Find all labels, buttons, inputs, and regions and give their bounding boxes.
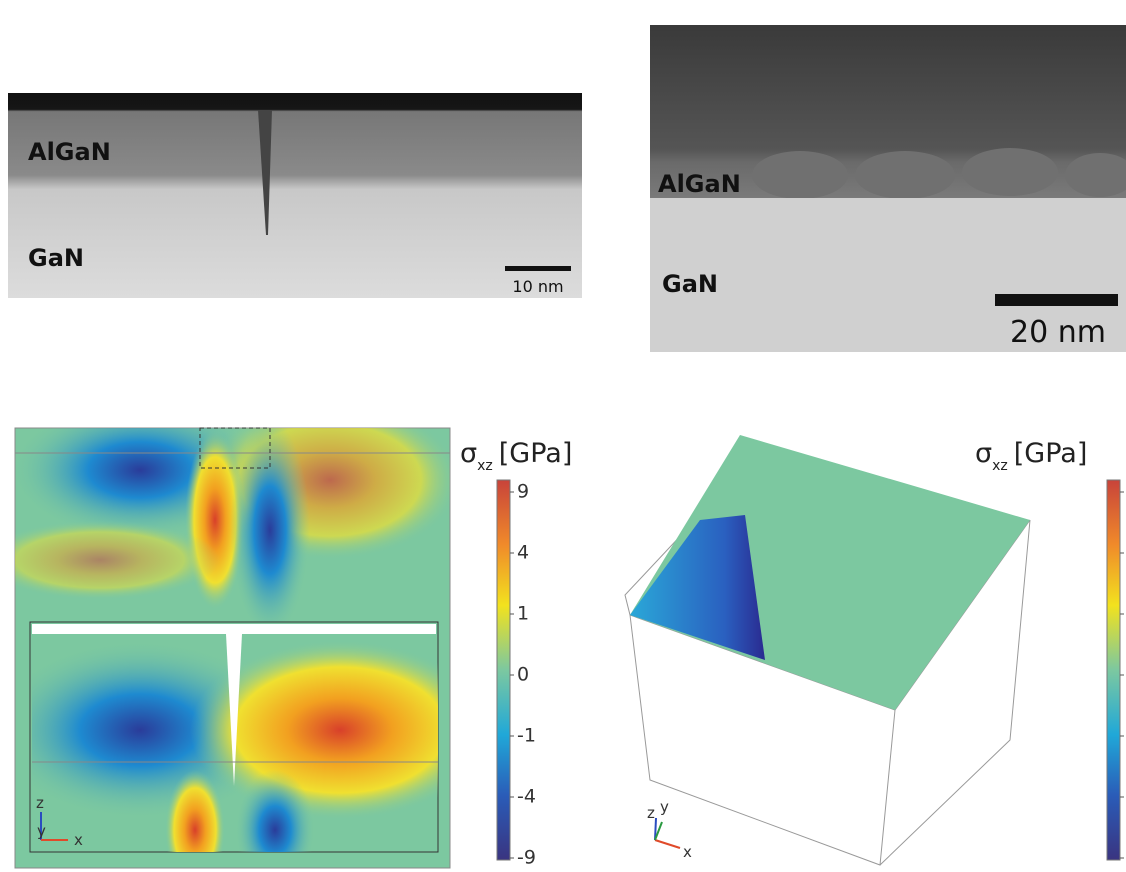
subscript: xz <box>477 458 493 474</box>
layer-label: GaN <box>28 244 84 272</box>
colorbar-tick-label: 0 <box>517 664 529 686</box>
axis-label: x <box>74 831 83 849</box>
colorbar-title: σxz [GPa] <box>975 438 1087 474</box>
colorbar-tick-label: -4 <box>517 786 536 808</box>
colorbar-tick-label: 9 <box>517 481 529 503</box>
axis-label: y <box>37 822 46 840</box>
symbol: σ <box>460 438 477 469</box>
axis-label: z <box>647 804 655 822</box>
symbol: σ <box>975 438 992 469</box>
axis-label: y <box>660 798 669 816</box>
colorbar-tick-label: -1 <box>517 725 536 747</box>
surface-void <box>32 624 436 634</box>
figure: AlGaN GaN 10 nm AlGaN GaN 20 nm z y x <box>0 0 1126 872</box>
subscript: xz <box>992 458 1008 474</box>
colorbar <box>497 480 510 860</box>
layer-label: AlGaN <box>658 170 741 198</box>
unit: [GPa] <box>1014 438 1088 469</box>
colorbar <box>1107 480 1120 860</box>
layer-label: AlGaN <box>28 138 111 166</box>
scale-label: 20 nm <box>1010 315 1106 350</box>
scale-bar <box>995 294 1118 306</box>
axis-triad: z y x <box>647 798 692 861</box>
tem-image <box>8 93 582 298</box>
colorbar-tick-label: -9 <box>517 847 536 869</box>
unit: [GPa] <box>499 438 573 469</box>
axis-label: x <box>683 843 692 861</box>
scale-label: 10 nm <box>512 277 563 296</box>
scale-bar <box>505 266 571 271</box>
colorbar-tick-label: 1 <box>517 603 529 625</box>
axis-label: z <box>36 794 44 812</box>
colorbar-tick-label: 4 <box>517 542 529 564</box>
colorbar-title: σxz [GPa] <box>460 438 572 474</box>
layer-label: GaN <box>662 270 718 298</box>
